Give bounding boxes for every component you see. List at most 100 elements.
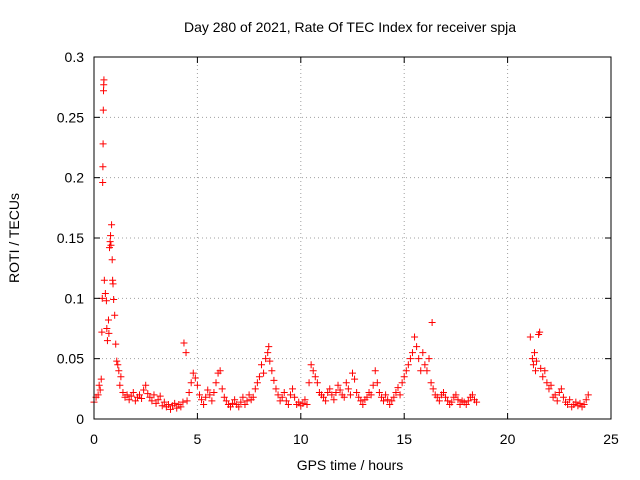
data-point xyxy=(179,398,187,406)
data-point xyxy=(108,221,116,229)
data-point xyxy=(404,361,412,369)
data-point xyxy=(324,388,332,396)
data-point xyxy=(559,393,567,401)
data-point xyxy=(328,391,336,399)
data-point xyxy=(439,388,447,396)
data-point xyxy=(390,393,398,401)
x-tick-label: 25 xyxy=(603,431,619,447)
data-point xyxy=(582,396,590,404)
data-point xyxy=(187,379,195,387)
data-point xyxy=(251,385,259,393)
data-point xyxy=(109,280,117,288)
y-tick-label: 0.2 xyxy=(65,170,85,186)
data-point xyxy=(382,391,390,399)
data-point xyxy=(226,403,234,411)
data-point xyxy=(452,391,460,399)
data-point xyxy=(125,396,133,404)
data-point xyxy=(96,386,104,394)
data-point xyxy=(245,391,253,399)
data-point xyxy=(557,385,565,393)
data-point xyxy=(100,87,108,95)
data-point xyxy=(543,379,551,387)
data-point xyxy=(158,402,166,410)
chart-title: Day 280 of 2021, Rate Of TEC Index for r… xyxy=(184,19,516,35)
data-point xyxy=(235,403,243,411)
data-point xyxy=(100,76,108,84)
data-point xyxy=(545,385,553,393)
data-point xyxy=(216,367,224,375)
data-point xyxy=(291,393,299,401)
data-point xyxy=(442,393,450,401)
data-point xyxy=(264,349,272,357)
data-point xyxy=(547,381,555,389)
data-point xyxy=(105,329,113,337)
x-tick-label: 10 xyxy=(293,431,309,447)
data-point xyxy=(239,393,247,401)
data-point xyxy=(193,381,201,389)
data-point xyxy=(462,401,470,409)
data-point xyxy=(104,316,112,324)
data-point xyxy=(206,391,214,399)
data-point xyxy=(349,369,356,377)
data-point xyxy=(177,403,185,411)
data-point xyxy=(353,388,361,396)
data-point xyxy=(394,384,402,392)
data-point xyxy=(102,297,110,305)
x-axis-label: GPS time / hours xyxy=(297,457,404,473)
data-point xyxy=(299,399,307,407)
data-point xyxy=(322,397,330,405)
y-tick-label: 0.15 xyxy=(57,230,84,246)
data-point xyxy=(468,391,476,399)
data-point xyxy=(185,388,193,396)
data-point xyxy=(539,373,547,381)
data-point xyxy=(528,355,536,363)
x-tick-label: 15 xyxy=(396,431,412,447)
data-point xyxy=(529,361,537,369)
data-point xyxy=(330,396,338,404)
data-point xyxy=(115,367,123,375)
data-point xyxy=(367,391,375,399)
data-point xyxy=(448,398,456,406)
y-tick-label: 0 xyxy=(76,411,84,427)
data-point xyxy=(419,349,427,357)
data-point xyxy=(138,394,146,402)
x-tick-label: 0 xyxy=(90,431,98,447)
data-point xyxy=(220,393,228,401)
data-point xyxy=(182,349,190,357)
data-point xyxy=(435,397,443,405)
data-point xyxy=(526,333,534,341)
data-point xyxy=(222,397,230,405)
data-point xyxy=(307,361,315,369)
data-point xyxy=(171,399,179,407)
data-point xyxy=(295,398,303,406)
data-point xyxy=(114,361,122,369)
data-point xyxy=(355,393,363,401)
axis-ticks: 0 5 10 15 20 25 0 0.05 0.1 0.15 0.2 0.25 0.3 xyxy=(57,49,619,447)
data-point xyxy=(415,355,423,363)
data-point xyxy=(229,399,237,407)
data-point xyxy=(551,391,559,399)
data-point xyxy=(473,398,481,406)
data-point xyxy=(371,367,379,375)
data-point xyxy=(106,238,114,246)
data-point xyxy=(402,367,410,375)
data-point xyxy=(536,328,544,336)
y-axis-label: ROTI / TECUs xyxy=(6,193,22,283)
data-point xyxy=(388,397,396,405)
data-point xyxy=(555,388,563,396)
data-point xyxy=(270,376,278,384)
data-point xyxy=(94,391,102,399)
data-point xyxy=(411,333,419,341)
data-point xyxy=(112,340,120,348)
y-tick-label: 0.3 xyxy=(65,49,85,65)
data-point xyxy=(99,106,107,114)
data-point xyxy=(429,385,437,393)
data-point xyxy=(336,386,344,394)
data-point xyxy=(123,391,131,399)
data-point xyxy=(344,385,352,393)
data-point xyxy=(369,381,377,389)
data-point xyxy=(532,367,540,375)
data-point xyxy=(363,393,371,401)
data-point xyxy=(253,379,261,387)
